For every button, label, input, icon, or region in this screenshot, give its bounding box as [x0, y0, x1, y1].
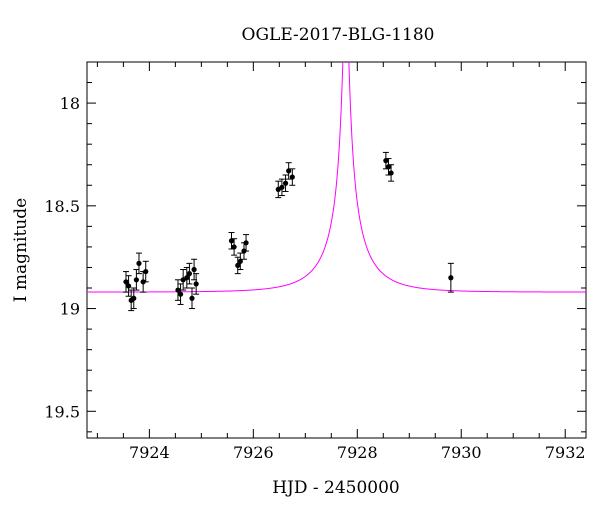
data-point	[174, 279, 181, 301]
x-tick-label: 7926	[233, 443, 274, 462]
data-point	[234, 256, 241, 275]
x-tick-labels: 7924 7926 7928 7930 7932	[129, 443, 586, 462]
y-tick-label: 19	[60, 300, 80, 319]
data-point	[125, 275, 132, 297]
data-points	[122, 151, 454, 312]
point-marker	[228, 238, 235, 244]
data-point	[278, 178, 285, 197]
y-tick-label: 19.5	[44, 402, 80, 421]
data-point	[188, 287, 195, 310]
data-point	[289, 168, 296, 186]
point-marker	[193, 281, 199, 287]
data-point	[285, 162, 292, 180]
data-point	[133, 269, 140, 291]
data-point	[388, 164, 395, 182]
model-curve	[87, 62, 586, 293]
point-marker	[186, 271, 192, 277]
point-marker	[133, 277, 139, 283]
point-marker	[189, 295, 195, 301]
point-marker	[286, 168, 292, 174]
point-marker	[123, 279, 129, 285]
data-point	[186, 262, 193, 285]
data-point	[142, 260, 149, 283]
point-marker	[388, 170, 394, 176]
y-tick-label: 18.5	[44, 197, 80, 216]
plot-frame	[86, 61, 587, 439]
point-marker	[235, 262, 241, 269]
x-tick-label: 7924	[129, 443, 170, 462]
data-point	[385, 158, 392, 176]
y-tick-label: 18	[60, 94, 80, 113]
data-point	[382, 151, 389, 170]
point-marker	[131, 295, 137, 301]
axis-ticks	[87, 61, 586, 438]
data-point	[177, 283, 184, 305]
point-marker	[184, 275, 190, 281]
point-marker	[237, 258, 243, 264]
data-point	[130, 287, 137, 310]
point-marker	[385, 164, 392, 170]
y-tick-labels: 18 18.5 19 19.5	[44, 94, 80, 421]
x-tick-label: 7928	[337, 443, 378, 462]
x-tick-label: 7932	[545, 443, 586, 462]
data-point	[183, 266, 190, 289]
data-point	[122, 271, 129, 293]
data-point	[237, 252, 244, 271]
data-point	[231, 238, 238, 256]
point-marker	[279, 184, 285, 190]
data-point	[128, 289, 135, 312]
point-marker	[282, 180, 289, 186]
data-point	[282, 174, 289, 192]
point-marker	[143, 268, 149, 275]
x-tick-label: 7930	[441, 443, 482, 462]
data-point	[135, 252, 142, 275]
point-marker	[177, 291, 184, 297]
point-marker	[191, 266, 197, 273]
x-axis-label: HJD - 2450000	[272, 478, 400, 498]
data-point	[447, 262, 454, 293]
point-marker	[243, 240, 249, 246]
point-marker	[136, 260, 142, 266]
plot-area	[86, 61, 587, 439]
point-marker	[175, 287, 181, 293]
point-marker	[448, 275, 454, 281]
data-point	[243, 234, 250, 252]
point-marker	[383, 158, 389, 164]
data-point	[193, 273, 200, 295]
chart-title: OGLE-2017-BLG-1180	[242, 25, 435, 45]
point-marker	[125, 283, 132, 289]
point-marker	[231, 244, 237, 250]
point-marker	[289, 174, 295, 180]
y-axis-label: I magnitude	[11, 198, 31, 302]
